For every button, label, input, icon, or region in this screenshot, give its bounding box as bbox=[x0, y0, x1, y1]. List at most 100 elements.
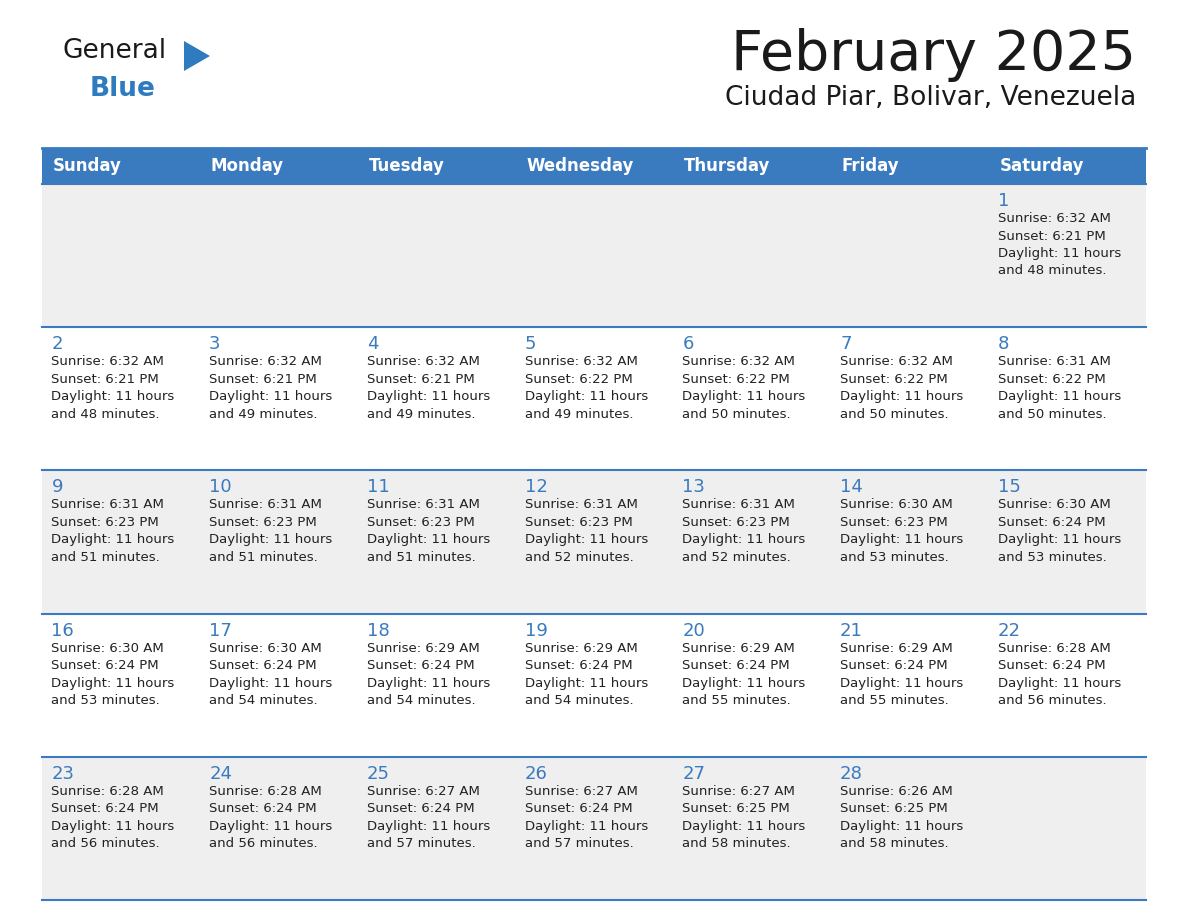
Text: Sunset: 6:23 PM: Sunset: 6:23 PM bbox=[840, 516, 948, 529]
Text: Sunset: 6:23 PM: Sunset: 6:23 PM bbox=[209, 516, 317, 529]
Text: Daylight: 11 hours: Daylight: 11 hours bbox=[209, 533, 333, 546]
Text: Sunrise: 6:27 AM: Sunrise: 6:27 AM bbox=[367, 785, 480, 798]
Text: Daylight: 11 hours: Daylight: 11 hours bbox=[51, 390, 175, 403]
Text: and 50 minutes.: and 50 minutes. bbox=[682, 408, 791, 420]
Text: 6: 6 bbox=[682, 335, 694, 353]
Text: Sunset: 6:24 PM: Sunset: 6:24 PM bbox=[525, 802, 632, 815]
Text: and 57 minutes.: and 57 minutes. bbox=[367, 837, 475, 850]
Text: Sunset: 6:21 PM: Sunset: 6:21 PM bbox=[209, 373, 317, 386]
Text: and 57 minutes.: and 57 minutes. bbox=[525, 837, 633, 850]
Bar bbox=[358, 470, 516, 613]
Text: and 49 minutes.: and 49 minutes. bbox=[367, 408, 475, 420]
Text: 23: 23 bbox=[51, 765, 75, 783]
Text: Daylight: 11 hours: Daylight: 11 hours bbox=[209, 820, 333, 833]
Text: Sunset: 6:24 PM: Sunset: 6:24 PM bbox=[51, 659, 159, 672]
Bar bbox=[988, 756, 1146, 900]
Text: Sunset: 6:23 PM: Sunset: 6:23 PM bbox=[682, 516, 790, 529]
Text: Sunset: 6:24 PM: Sunset: 6:24 PM bbox=[367, 802, 474, 815]
Bar bbox=[42, 148, 200, 184]
Text: 22: 22 bbox=[998, 621, 1020, 640]
Bar bbox=[672, 756, 830, 900]
Bar bbox=[988, 184, 1146, 327]
Text: and 54 minutes.: and 54 minutes. bbox=[367, 694, 475, 707]
Text: and 58 minutes.: and 58 minutes. bbox=[682, 837, 791, 850]
Text: Daylight: 11 hours: Daylight: 11 hours bbox=[525, 390, 647, 403]
Text: Daylight: 11 hours: Daylight: 11 hours bbox=[840, 533, 963, 546]
Text: Sunset: 6:24 PM: Sunset: 6:24 PM bbox=[209, 802, 317, 815]
Bar bbox=[358, 327, 516, 470]
Text: and 56 minutes.: and 56 minutes. bbox=[209, 837, 318, 850]
Bar bbox=[830, 327, 988, 470]
Text: 27: 27 bbox=[682, 765, 706, 783]
Text: Sunrise: 6:32 AM: Sunrise: 6:32 AM bbox=[367, 355, 480, 368]
Text: Sunrise: 6:30 AM: Sunrise: 6:30 AM bbox=[840, 498, 953, 511]
Text: Daylight: 11 hours: Daylight: 11 hours bbox=[998, 390, 1121, 403]
Bar bbox=[200, 470, 358, 613]
Text: and 53 minutes.: and 53 minutes. bbox=[51, 694, 160, 707]
Bar bbox=[988, 327, 1146, 470]
Text: Sunrise: 6:28 AM: Sunrise: 6:28 AM bbox=[209, 785, 322, 798]
Text: and 56 minutes.: and 56 minutes. bbox=[998, 694, 1106, 707]
Text: Monday: Monday bbox=[210, 157, 284, 175]
Bar bbox=[516, 327, 672, 470]
Text: 1: 1 bbox=[998, 192, 1009, 210]
Bar bbox=[200, 184, 358, 327]
Text: 15: 15 bbox=[998, 478, 1020, 497]
Text: Sunrise: 6:27 AM: Sunrise: 6:27 AM bbox=[682, 785, 795, 798]
Text: 2: 2 bbox=[51, 335, 63, 353]
Text: Sunset: 6:23 PM: Sunset: 6:23 PM bbox=[525, 516, 632, 529]
Text: Sunset: 6:21 PM: Sunset: 6:21 PM bbox=[367, 373, 475, 386]
Text: Sunset: 6:23 PM: Sunset: 6:23 PM bbox=[51, 516, 159, 529]
Text: Sunrise: 6:29 AM: Sunrise: 6:29 AM bbox=[367, 642, 480, 655]
Text: Daylight: 11 hours: Daylight: 11 hours bbox=[840, 390, 963, 403]
Text: Sunset: 6:23 PM: Sunset: 6:23 PM bbox=[367, 516, 475, 529]
Bar bbox=[200, 613, 358, 756]
Text: and 49 minutes.: and 49 minutes. bbox=[525, 408, 633, 420]
Text: 26: 26 bbox=[525, 765, 548, 783]
Text: 9: 9 bbox=[51, 478, 63, 497]
Text: and 51 minutes.: and 51 minutes. bbox=[51, 551, 160, 564]
Text: Daylight: 11 hours: Daylight: 11 hours bbox=[840, 820, 963, 833]
Text: and 51 minutes.: and 51 minutes. bbox=[209, 551, 318, 564]
Text: Daylight: 11 hours: Daylight: 11 hours bbox=[998, 533, 1121, 546]
Text: Daylight: 11 hours: Daylight: 11 hours bbox=[682, 533, 805, 546]
Text: and 51 minutes.: and 51 minutes. bbox=[367, 551, 475, 564]
Bar bbox=[358, 184, 516, 327]
Text: Daylight: 11 hours: Daylight: 11 hours bbox=[525, 533, 647, 546]
Bar bbox=[200, 148, 358, 184]
Text: Sunrise: 6:32 AM: Sunrise: 6:32 AM bbox=[840, 355, 953, 368]
Text: 21: 21 bbox=[840, 621, 862, 640]
Text: Sunrise: 6:28 AM: Sunrise: 6:28 AM bbox=[998, 642, 1111, 655]
Bar bbox=[988, 470, 1146, 613]
Text: Thursday: Thursday bbox=[684, 157, 770, 175]
Text: Sunset: 6:25 PM: Sunset: 6:25 PM bbox=[682, 802, 790, 815]
Text: 12: 12 bbox=[525, 478, 548, 497]
Text: Daylight: 11 hours: Daylight: 11 hours bbox=[367, 677, 491, 689]
Text: and 54 minutes.: and 54 minutes. bbox=[209, 694, 318, 707]
Bar bbox=[358, 148, 516, 184]
Bar bbox=[42, 184, 200, 327]
Text: Sunset: 6:21 PM: Sunset: 6:21 PM bbox=[998, 230, 1106, 242]
Text: February 2025: February 2025 bbox=[731, 28, 1136, 82]
Text: 5: 5 bbox=[525, 335, 536, 353]
Bar bbox=[42, 470, 200, 613]
Text: Sunrise: 6:27 AM: Sunrise: 6:27 AM bbox=[525, 785, 638, 798]
Text: Sunrise: 6:32 AM: Sunrise: 6:32 AM bbox=[209, 355, 322, 368]
Text: Daylight: 11 hours: Daylight: 11 hours bbox=[209, 390, 333, 403]
Text: Sunrise: 6:31 AM: Sunrise: 6:31 AM bbox=[998, 355, 1111, 368]
Bar bbox=[516, 184, 672, 327]
Bar bbox=[672, 148, 830, 184]
Text: Daylight: 11 hours: Daylight: 11 hours bbox=[682, 820, 805, 833]
Text: and 49 minutes.: and 49 minutes. bbox=[209, 408, 317, 420]
Text: Sunrise: 6:30 AM: Sunrise: 6:30 AM bbox=[998, 498, 1111, 511]
Text: Sunrise: 6:28 AM: Sunrise: 6:28 AM bbox=[51, 785, 164, 798]
Text: Daylight: 11 hours: Daylight: 11 hours bbox=[525, 820, 647, 833]
Text: General: General bbox=[62, 38, 166, 64]
Text: Sunrise: 6:29 AM: Sunrise: 6:29 AM bbox=[840, 642, 953, 655]
Bar bbox=[830, 613, 988, 756]
Text: 17: 17 bbox=[209, 621, 232, 640]
Text: and 56 minutes.: and 56 minutes. bbox=[51, 837, 160, 850]
Bar bbox=[200, 756, 358, 900]
Text: and 53 minutes.: and 53 minutes. bbox=[840, 551, 949, 564]
Text: 20: 20 bbox=[682, 621, 704, 640]
